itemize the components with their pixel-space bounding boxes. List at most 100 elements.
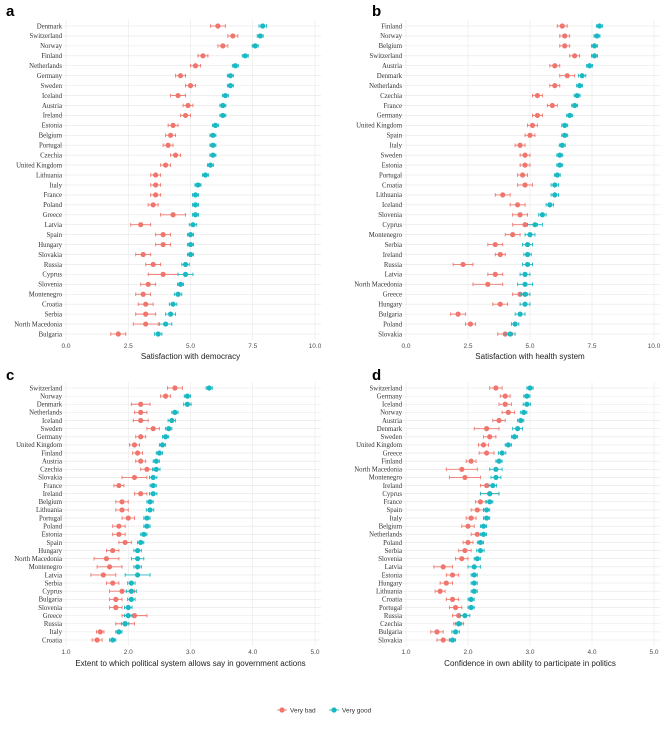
data-point [562, 122, 568, 128]
category-label: Hungary [378, 580, 402, 587]
data-point [113, 596, 119, 602]
data-point [547, 202, 553, 208]
data-point [182, 261, 189, 268]
data-point [511, 434, 518, 440]
category-label: North Macedonia [354, 467, 402, 474]
category-label: Estonia [42, 123, 62, 130]
data-point [539, 212, 546, 218]
category-label: Croatia [382, 597, 402, 604]
category-label: Slovenia [38, 282, 62, 289]
category-label: Czechia [380, 93, 402, 100]
data-point [128, 580, 134, 586]
data-point [145, 281, 151, 287]
data-point [128, 596, 134, 602]
data-point [519, 172, 526, 178]
data-point [184, 393, 190, 399]
data-point [138, 409, 144, 415]
category-label: United Kingdom [16, 162, 63, 169]
data-point [116, 482, 122, 489]
category-label: France [44, 192, 63, 199]
category-label: Spain [387, 507, 403, 514]
category-label: Spain [47, 232, 63, 239]
data-point [480, 523, 487, 529]
x-tick-label: 2.5 [124, 343, 133, 350]
category-label: Austria [382, 418, 402, 425]
data-point [138, 458, 144, 464]
data-point [134, 547, 141, 554]
category-label: Ireland [383, 483, 403, 490]
category-label: Iceland [42, 418, 63, 425]
data-point [522, 182, 528, 188]
data-point [172, 409, 178, 415]
data-point [220, 43, 226, 49]
category-label: Denmark [377, 73, 403, 80]
x-tick-label: 7.5 [248, 343, 257, 350]
data-point [490, 482, 496, 489]
data-point [524, 261, 531, 268]
category-label: Iceland [382, 402, 403, 409]
category-label: Italy [50, 629, 63, 636]
data-point [119, 588, 125, 594]
data-point [502, 393, 508, 399]
category-label: Serbia [385, 548, 402, 555]
data-point [532, 222, 538, 228]
data-point [594, 33, 600, 39]
data-point [128, 588, 134, 594]
data-point [471, 572, 477, 578]
data-point [502, 401, 508, 407]
data-point [552, 192, 558, 198]
category-label: Hungary [38, 242, 62, 249]
data-point [521, 409, 527, 415]
x-axis-title: Extent to which political system allows … [75, 659, 305, 668]
y-axis: Finland Norway Belgium Switzerland Austria De… [354, 23, 402, 338]
data-point [192, 192, 199, 198]
data-point [192, 202, 199, 208]
category-label: Hungary [38, 548, 62, 555]
category-label: Austria [42, 103, 62, 110]
data-point [160, 232, 166, 238]
data-point [153, 192, 159, 198]
data-point [167, 132, 174, 138]
panel-label: d [372, 367, 381, 384]
data-point [150, 474, 156, 481]
data-point [492, 241, 498, 248]
data-point [143, 311, 149, 317]
data-point [207, 162, 214, 168]
data-point [527, 132, 533, 138]
legend-label: Very bad [290, 707, 316, 714]
data-point [468, 515, 474, 521]
category-label: Spain [387, 133, 403, 140]
category-label: Netherlands [29, 410, 62, 417]
data-point [141, 531, 147, 537]
category-label: Belgium [379, 43, 403, 50]
category-label: Estonia [382, 162, 402, 169]
category-label: Portugal [379, 605, 402, 612]
data-point [443, 580, 449, 586]
category-label: Hungary [378, 301, 402, 308]
data-point [552, 182, 558, 188]
data-point [559, 142, 565, 148]
category-label: Serbia [385, 242, 402, 249]
series-very-bad [90, 385, 183, 643]
data-point [524, 393, 530, 399]
category-label: Slovenia [38, 605, 62, 612]
data-point [185, 102, 191, 109]
data-point [449, 572, 456, 578]
category-label: Norway [40, 43, 62, 50]
data-point [505, 442, 511, 448]
data-point [122, 621, 128, 627]
data-point [116, 531, 122, 537]
data-point [524, 241, 531, 248]
category-label: Finland [41, 53, 62, 60]
data-point [134, 450, 141, 456]
data-point [460, 261, 466, 268]
category-label: Czechia [40, 467, 62, 474]
data-point [165, 142, 171, 148]
category-label: Ireland [383, 252, 403, 259]
data-point [522, 301, 528, 307]
category-label: Greece [383, 450, 402, 457]
data-point [131, 474, 138, 481]
data-point [574, 92, 580, 99]
data-point [119, 499, 125, 505]
